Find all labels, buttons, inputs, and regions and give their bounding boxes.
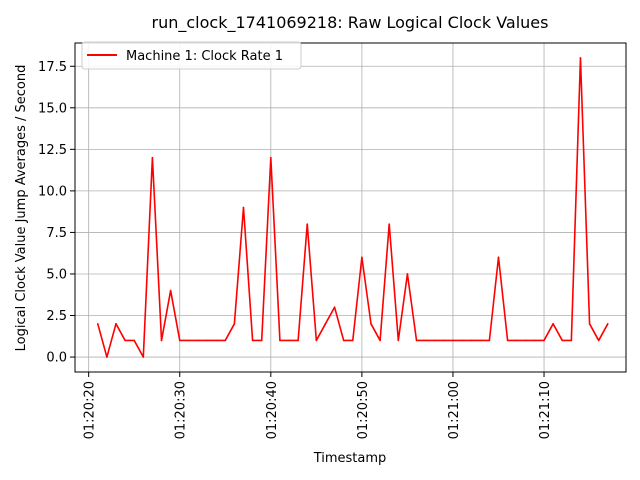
x-tick-label: 01:20:40: [265, 381, 280, 439]
y-axis-label: Logical Clock Value Jump Averages / Seco…: [14, 65, 29, 352]
data-point: [306, 223, 309, 225]
x-tick-label: 01:21:10: [538, 381, 553, 439]
y-tick-label: 17.5: [38, 60, 67, 75]
y-tick-label: 2.5: [46, 309, 67, 324]
data-point: [197, 339, 199, 342]
data-point: [215, 339, 217, 342]
data-point: [588, 323, 591, 325]
data-point: [288, 339, 290, 342]
data-point: [124, 339, 126, 342]
data-point: [370, 323, 372, 325]
data-point: [534, 339, 536, 342]
data-point: [406, 273, 409, 275]
data-point: [270, 156, 272, 159]
data-point: [160, 339, 163, 342]
data-point: [543, 339, 545, 342]
data-point: [606, 323, 609, 325]
data-point: [233, 323, 236, 325]
data-point: [151, 156, 154, 159]
data-point: [279, 339, 281, 342]
data-point: [397, 339, 400, 342]
y-tick-label: 10.0: [38, 184, 67, 199]
data-point: [361, 256, 363, 259]
data-point: [178, 339, 181, 342]
data-point: [424, 339, 427, 342]
data-point: [552, 323, 554, 325]
data-point: [188, 339, 190, 342]
data-point: [351, 339, 354, 342]
data-point: [133, 339, 135, 342]
x-axis-label: Timestamp: [313, 451, 387, 466]
data-point: [342, 339, 345, 342]
data-point: [379, 339, 381, 342]
x-tick-label: 01:20:30: [174, 381, 189, 439]
series-group: [96, 57, 609, 358]
data-point: [570, 339, 573, 342]
y-tick-label: 7.5: [46, 226, 67, 241]
data-point: [242, 206, 245, 209]
data-point: [333, 306, 336, 308]
data-point: [415, 339, 418, 342]
x-tick-label: 01:20:50: [356, 381, 371, 439]
y-tick-label: 0.0: [46, 351, 67, 366]
data-point: [470, 339, 472, 342]
data-point: [224, 339, 227, 342]
y-tick-label: 5.0: [46, 267, 67, 282]
data-point: [506, 339, 509, 342]
data-point: [142, 356, 145, 358]
x-tick-label: 01:21:00: [447, 381, 462, 439]
data-point: [579, 57, 582, 59]
data-point: [106, 356, 108, 358]
legend-box: [81, 41, 302, 70]
data-point: [96, 323, 99, 325]
y-tick-label: 12.5: [38, 143, 67, 158]
chart-title: run_clock_1741069218: Raw Logical Clock …: [152, 13, 549, 33]
data-point: [297, 339, 299, 342]
y-tick-label: 15.0: [38, 101, 67, 116]
legend: Machine 1: Clock Rate 1: [81, 41, 302, 70]
data-point: [388, 223, 391, 225]
data-point: [251, 339, 254, 342]
data-point: [433, 339, 436, 342]
data-point: [561, 339, 564, 342]
data-point: [315, 339, 318, 342]
data-point: [260, 339, 263, 342]
data-point: [461, 339, 463, 342]
legend-label: Machine 1: Clock Rate 1: [126, 49, 283, 64]
data-point: [597, 339, 600, 342]
data-point: [515, 339, 518, 342]
data-point: [115, 323, 117, 325]
plot-frame: [74, 42, 627, 373]
data-point: [206, 339, 208, 342]
data-point: [479, 339, 482, 342]
data-point: [324, 323, 327, 325]
x-axis-ticks: 01:20:20 01:20:30 01:20:40 01:20:50 01:21:00…: [83, 372, 553, 439]
data-point: [452, 339, 454, 342]
data-point: [488, 339, 491, 342]
data-point: [497, 256, 500, 259]
y-axis-ticks: 0.0 2.5 5.0 7.5 10.0 12.5 15.0 17.5: [38, 60, 75, 366]
data-point: [525, 339, 527, 342]
data-point: [443, 339, 445, 342]
x-tick-label: 01:20:20: [83, 381, 98, 439]
data-point: [169, 289, 172, 292]
